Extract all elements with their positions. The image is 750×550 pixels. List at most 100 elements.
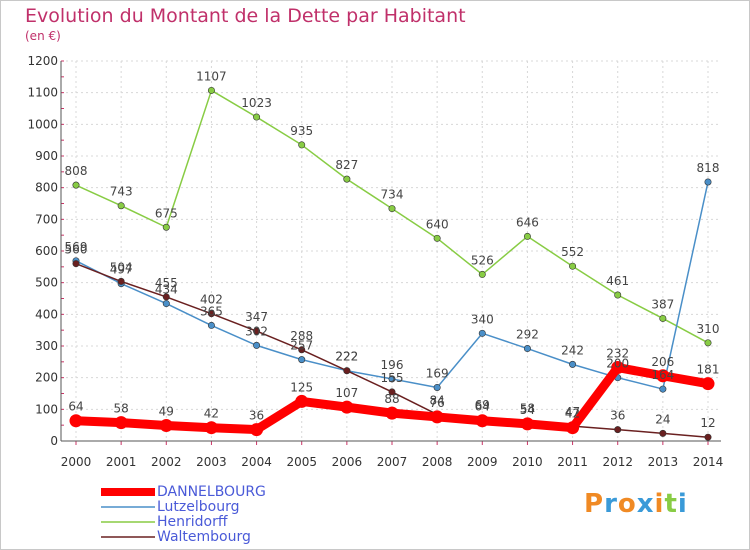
data-label-waltembourg: 222 xyxy=(335,350,358,364)
data-point-dannelbourg xyxy=(566,421,580,435)
data-label-lutzelbourg: 302 xyxy=(245,324,268,338)
data-point-dannelbourg xyxy=(385,406,399,420)
data-point-dannelbourg xyxy=(114,416,128,430)
data-point-henridorff xyxy=(523,232,531,240)
data-label-waltembourg: 347 xyxy=(245,310,268,324)
x-tick-label: 2003 xyxy=(196,455,227,469)
x-tick-label: 2004 xyxy=(241,455,272,469)
data-label-lutzelbourg: 292 xyxy=(516,328,539,342)
chart-title: Evolution du Montant de la Dette par Hab… xyxy=(25,5,466,27)
data-label-lutzelbourg: 164 xyxy=(651,368,674,382)
y-tick-label: 700 xyxy=(35,212,58,226)
data-label-dannelbourg: 76 xyxy=(430,396,445,410)
y-tick-label: 1200 xyxy=(27,54,58,68)
data-point-dannelbourg xyxy=(520,417,534,431)
data-label-waltembourg: 47 xyxy=(565,405,580,419)
data-point-lutzelbourg xyxy=(569,360,577,368)
data-point-dannelbourg xyxy=(701,377,715,391)
data-point-dannelbourg xyxy=(250,423,264,437)
data-point-dannelbourg xyxy=(656,369,670,383)
chart-subtitle: (en €) xyxy=(25,29,61,43)
data-label-henridorff: 461 xyxy=(606,274,629,288)
data-label-dannelbourg: 125 xyxy=(290,380,313,394)
data-label-waltembourg: 12 xyxy=(700,416,715,430)
legend-label-dannelbourg: DANNELBOURG xyxy=(157,484,266,500)
data-label-lutzelbourg: 242 xyxy=(561,343,584,357)
data-point-henridorff xyxy=(207,86,215,94)
data-point-lutzelbourg xyxy=(523,345,531,353)
data-label-henridorff: 1107 xyxy=(196,69,227,83)
x-tick-label: 2010 xyxy=(512,455,543,469)
data-point-lutzelbourg xyxy=(162,300,170,308)
data-label-dannelbourg: 36 xyxy=(249,409,264,423)
data-point-lutzelbourg xyxy=(253,341,261,349)
x-tick-label: 2011 xyxy=(557,455,588,469)
data-label-henridorff: 675 xyxy=(155,206,178,220)
data-point-waltembourg xyxy=(388,388,396,396)
data-label-waltembourg: 36 xyxy=(610,409,625,423)
x-tick-label: 2014 xyxy=(693,455,724,469)
data-label-lutzelbourg: 569 xyxy=(65,240,88,254)
data-point-henridorff xyxy=(388,205,396,213)
data-point-dannelbourg xyxy=(430,410,444,424)
x-tick-label: 2000 xyxy=(61,455,92,469)
logo-letter: P xyxy=(584,489,605,519)
data-point-lutzelbourg xyxy=(433,383,441,391)
data-point-lutzelbourg xyxy=(478,329,486,337)
x-tick-label: 2007 xyxy=(377,455,408,469)
data-label-henridorff: 808 xyxy=(65,164,88,178)
legend-swatch-dannelbourg xyxy=(101,488,155,496)
legend-swatch-waltembourg xyxy=(101,536,155,538)
data-point-waltembourg xyxy=(704,433,712,441)
data-label-dannelbourg: 88 xyxy=(384,392,399,406)
data-point-dannelbourg xyxy=(475,414,489,428)
data-label-henridorff: 526 xyxy=(471,253,494,267)
data-point-henridorff xyxy=(253,113,261,121)
legend-label-lutzelbourg: Lutzelbourg xyxy=(157,499,240,515)
data-label-waltembourg: 504 xyxy=(110,260,133,274)
x-tick-label: 2012 xyxy=(602,455,633,469)
data-label-dannelbourg: 64 xyxy=(475,400,490,414)
data-label-waltembourg: 288 xyxy=(290,329,313,343)
data-label-waltembourg: 155 xyxy=(381,371,404,385)
y-tick-label: 1000 xyxy=(27,117,58,131)
y-tick-label: 300 xyxy=(35,339,58,353)
data-point-henridorff xyxy=(659,314,667,322)
data-label-waltembourg: 69 xyxy=(475,398,490,412)
data-label-dannelbourg: 232 xyxy=(606,347,629,361)
data-label-dannelbourg: 181 xyxy=(697,363,720,377)
data-label-dannelbourg: 42 xyxy=(565,407,580,421)
y-tick-label: 200 xyxy=(35,371,58,385)
y-tick-label: 600 xyxy=(35,244,58,258)
x-tick-label: 2001 xyxy=(106,455,137,469)
logo-letter: x xyxy=(636,489,655,519)
y-tick-label: 500 xyxy=(35,276,58,290)
data-point-dannelbourg xyxy=(69,414,83,428)
data-point-henridorff xyxy=(614,291,622,299)
data-label-lutzelbourg: 257 xyxy=(290,339,313,353)
data-point-waltembourg xyxy=(659,429,667,437)
data-point-henridorff xyxy=(478,270,486,278)
data-label-lutzelbourg: 169 xyxy=(426,366,449,380)
x-tick-label: 2013 xyxy=(648,455,679,469)
data-point-waltembourg xyxy=(162,293,170,301)
legend-label-waltembourg: Waltembourg xyxy=(157,529,251,545)
data-label-henridorff: 640 xyxy=(426,217,449,231)
proxiti-logo: Proxiti xyxy=(584,489,688,519)
data-point-lutzelbourg xyxy=(388,375,396,383)
data-label-lutzelbourg: 497 xyxy=(110,263,133,277)
legend-swatch-henridorff xyxy=(101,521,155,523)
data-point-lutzelbourg xyxy=(207,321,215,329)
y-tick-label: 0 xyxy=(50,434,58,448)
data-label-henridorff: 552 xyxy=(561,245,584,259)
y-tick-label: 900 xyxy=(35,149,58,163)
logo-letter: r xyxy=(604,489,618,519)
data-point-dannelbourg xyxy=(159,418,173,432)
data-label-lutzelbourg: 200 xyxy=(606,357,629,371)
data-label-henridorff: 310 xyxy=(697,322,720,336)
y-tick-label: 800 xyxy=(35,181,58,195)
data-label-henridorff: 387 xyxy=(651,297,674,311)
data-label-waltembourg: 58 xyxy=(520,402,535,416)
data-label-lutzelbourg: 222 xyxy=(335,350,358,364)
